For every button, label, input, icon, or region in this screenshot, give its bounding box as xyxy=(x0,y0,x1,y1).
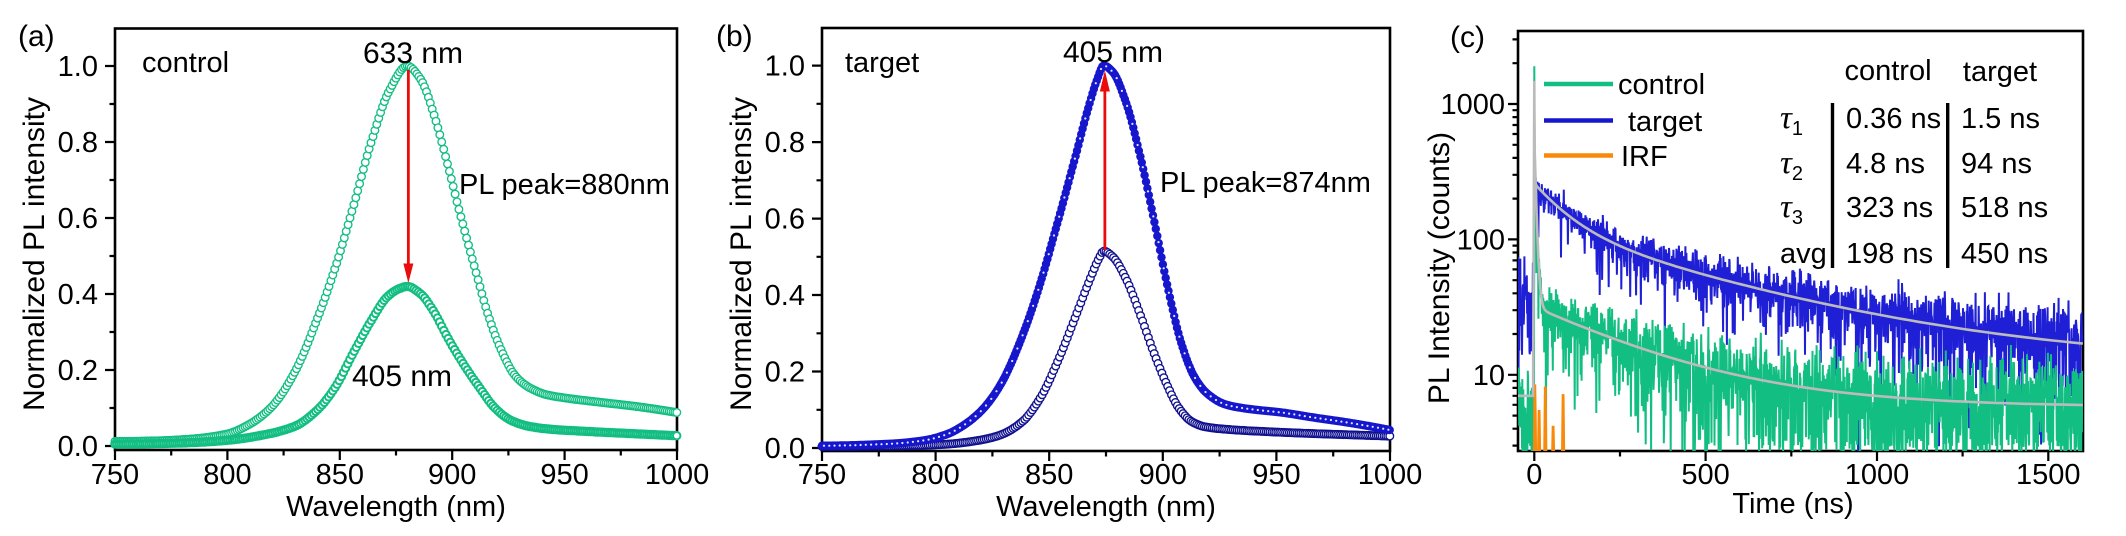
svg-text:1.0: 1.0 xyxy=(58,51,98,83)
svg-text:Time (ns): Time (ns) xyxy=(1732,488,1853,520)
svg-text:control: control xyxy=(142,47,229,79)
svg-text:0.2: 0.2 xyxy=(765,357,805,389)
svg-text:target: target xyxy=(1963,56,2037,88)
svg-text:800: 800 xyxy=(911,459,959,491)
svg-text:94 ns: 94 ns xyxy=(1961,148,2032,180)
svg-text:0.6: 0.6 xyxy=(58,203,98,235)
svg-text:0.0: 0.0 xyxy=(58,431,98,463)
svg-text:4.8 ns: 4.8 ns xyxy=(1846,148,1925,180)
svg-text:850: 850 xyxy=(1025,459,1073,491)
svg-text:IRF: IRF xyxy=(1621,141,1668,173)
svg-text:PL peak=874nm: PL peak=874nm xyxy=(1160,167,1371,199)
svg-text:100: 100 xyxy=(1457,224,1505,256)
svg-text:0.8: 0.8 xyxy=(765,127,805,159)
svg-text:0.8: 0.8 xyxy=(58,127,98,159)
svg-text:control: control xyxy=(1844,55,1931,87)
svg-text:1000: 1000 xyxy=(1358,459,1423,491)
svg-text:1000: 1000 xyxy=(1440,89,1505,121)
svg-text:1000: 1000 xyxy=(1845,459,1910,491)
svg-text:target: target xyxy=(845,47,919,79)
svg-text:0.4: 0.4 xyxy=(58,279,98,311)
svg-text:750: 750 xyxy=(798,459,846,491)
svg-text:323 ns: 323 ns xyxy=(1846,192,1933,224)
svg-text:0.6: 0.6 xyxy=(765,204,805,236)
svg-text:(a): (a) xyxy=(18,20,55,53)
svg-text:405 nm: 405 nm xyxy=(352,360,452,393)
svg-text:0.2: 0.2 xyxy=(58,355,98,387)
svg-text:900: 900 xyxy=(428,459,476,491)
svg-text:518 ns: 518 ns xyxy=(1961,192,2048,224)
svg-text:950: 950 xyxy=(540,459,588,491)
svg-text:800: 800 xyxy=(203,459,251,491)
svg-text:(b): (b) xyxy=(716,20,753,53)
svg-text:0.4: 0.4 xyxy=(765,280,805,312)
svg-text:0.36 ns: 0.36 ns xyxy=(1846,103,1941,135)
svg-text:850: 850 xyxy=(316,459,364,491)
svg-text:target: target xyxy=(1628,106,1702,138)
svg-text:Normalized PL intensity: Normalized PL intensity xyxy=(18,97,51,411)
svg-text:avg: avg xyxy=(1780,238,1827,270)
svg-text:405 nm: 405 nm xyxy=(1063,36,1163,69)
svg-text:1500: 1500 xyxy=(2016,459,2081,491)
svg-text:1000: 1000 xyxy=(645,459,710,491)
svg-text:τ3: τ3 xyxy=(1780,189,1803,229)
svg-text:633 nm: 633 nm xyxy=(363,37,463,70)
svg-text:750: 750 xyxy=(91,459,139,491)
svg-text:0: 0 xyxy=(1526,459,1542,491)
svg-text:500: 500 xyxy=(1681,459,1729,491)
svg-text:1.5 ns: 1.5 ns xyxy=(1961,103,2040,135)
svg-text:10: 10 xyxy=(1473,360,1505,392)
svg-text:τ1: τ1 xyxy=(1780,100,1803,140)
svg-text:PL Intensity (counts): PL Intensity (counts) xyxy=(1423,132,1456,404)
svg-text:PL peak=880nm: PL peak=880nm xyxy=(459,169,670,201)
svg-text:0.0: 0.0 xyxy=(765,433,805,465)
svg-text:900: 900 xyxy=(1139,459,1187,491)
svg-text:(c): (c) xyxy=(1450,21,1485,54)
svg-text:Normalized PL intensity: Normalized PL intensity xyxy=(725,97,758,411)
svg-text:Wavelength (nm): Wavelength (nm) xyxy=(286,491,506,523)
svg-text:τ2: τ2 xyxy=(1780,145,1803,185)
svg-text:950: 950 xyxy=(1252,459,1300,491)
svg-text:Wavelength (nm): Wavelength (nm) xyxy=(996,491,1216,523)
svg-text:control: control xyxy=(1618,69,1705,101)
svg-text:450 ns: 450 ns xyxy=(1961,238,2048,270)
svg-text:1.0: 1.0 xyxy=(765,51,805,83)
svg-text:198 ns: 198 ns xyxy=(1846,238,1933,270)
